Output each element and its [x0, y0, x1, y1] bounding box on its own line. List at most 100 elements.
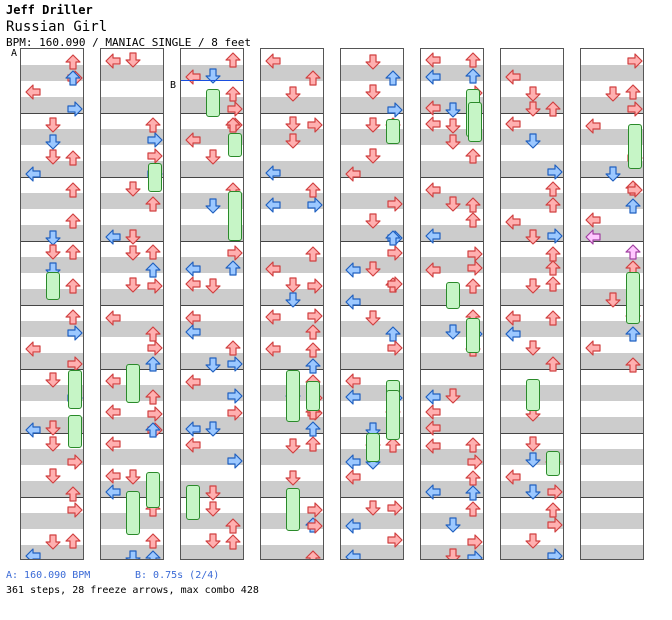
freeze-arrow: [126, 364, 140, 403]
chart-info: BPM: 160.090 / MANIAC SINGLE / 8 feet: [6, 36, 252, 49]
step-arrow-down-icon: [444, 133, 462, 151]
step-arrow-down-icon: [44, 116, 62, 134]
step-arrow-up-icon: [224, 51, 242, 69]
step-arrow-right-icon: [466, 549, 483, 559]
freeze-arrow: [466, 318, 480, 353]
step-arrow-up-icon: [64, 485, 82, 503]
step-arrow-up-icon: [304, 357, 322, 375]
step-arrow-down-icon: [284, 469, 302, 487]
step-arrow-left-icon: [184, 260, 202, 278]
step-arrow-left-icon: [184, 131, 202, 149]
step-arrow-down-icon: [44, 229, 62, 247]
step-arrow-up-icon: [64, 181, 82, 199]
step-arrow-right-icon: [146, 339, 163, 357]
step-arrow-left-icon: [264, 196, 282, 214]
step-arrow-down-icon: [524, 100, 542, 118]
chart-column-5: [340, 48, 404, 560]
freeze-arrow: [306, 381, 320, 411]
freeze-arrow: [68, 415, 82, 448]
measure-line: [421, 241, 483, 242]
step-arrow-right-icon: [66, 324, 83, 342]
step-arrow-left-icon: [344, 453, 362, 471]
step-arrow-left-icon: [184, 323, 202, 341]
step-arrow-left-icon: [424, 419, 442, 437]
step-arrow-right-icon: [386, 244, 403, 262]
step-arrow-up-icon: [64, 69, 82, 87]
step-arrow-left-icon: [264, 260, 282, 278]
step-arrow-up-icon: [64, 532, 82, 550]
step-arrow-up-icon: [544, 501, 562, 519]
chart-column-8: [580, 48, 644, 560]
step-arrow-up-icon: [144, 532, 162, 550]
step-arrow-down-icon: [524, 132, 542, 150]
step-arrow-right-icon: [466, 533, 483, 551]
freeze-arrow: [366, 433, 380, 462]
chart-column-4: [260, 48, 324, 560]
step-arrow-down-icon: [204, 67, 222, 85]
step-arrow-down-icon: [604, 291, 622, 309]
step-arrow-up-icon: [304, 245, 322, 263]
bpm-change-line: [181, 80, 243, 81]
step-arrow-right-icon: [546, 163, 563, 181]
step-arrow-left-icon: [424, 68, 442, 86]
step-arrow-up-icon: [544, 309, 562, 327]
step-arrow-down-icon: [124, 180, 142, 198]
step-arrow-left-icon: [504, 325, 522, 343]
step-arrow-up-icon: [144, 261, 162, 279]
step-arrow-down-icon: [284, 115, 302, 133]
chart-column-2: [100, 48, 164, 560]
step-arrow-up-icon: [384, 69, 402, 87]
measure-line: [421, 369, 483, 370]
step-arrow-up-icon: [144, 421, 162, 439]
measure-line: [341, 113, 403, 114]
measure-line: [581, 433, 643, 434]
step-arrow-down-icon: [364, 212, 382, 230]
step-arrow-left-icon: [584, 228, 602, 246]
step-arrow-down-icon: [44, 435, 62, 453]
step-arrow-down-icon: [204, 356, 222, 374]
step-arrow-down-icon: [44, 148, 62, 166]
step-arrow-down-icon: [524, 339, 542, 357]
step-arrow-right-icon: [546, 227, 563, 245]
marker-a: A: [11, 48, 18, 59]
step-arrow-down-icon: [604, 85, 622, 103]
step-arrow-up-icon: [384, 325, 402, 343]
step-arrow-left-icon: [344, 468, 362, 486]
step-arrow-down-icon: [284, 85, 302, 103]
step-arrow-right-icon: [386, 531, 403, 549]
step-arrow-down-icon: [524, 451, 542, 469]
step-arrow-up-icon: [304, 341, 322, 359]
step-arrow-down-icon: [124, 549, 142, 559]
freeze-arrow: [526, 379, 540, 411]
step-arrow-left-icon: [424, 51, 442, 69]
step-arrow-down-icon: [44, 133, 62, 151]
measure-line: [101, 305, 163, 306]
step-arrow-right-icon: [306, 116, 323, 134]
step-arrow-up-icon: [144, 116, 162, 134]
step-arrow-left-icon: [24, 165, 42, 183]
step-arrow-up-icon: [304, 323, 322, 341]
freeze-arrow: [228, 191, 242, 241]
measure-line: [501, 177, 563, 178]
step-arrow-left-icon: [184, 309, 202, 327]
step-arrow-down-icon: [124, 51, 142, 69]
measure-line: [261, 433, 323, 434]
step-arrow-up-icon: [224, 517, 242, 535]
step-arrow-right-icon: [146, 277, 163, 295]
step-arrow-up-icon: [224, 116, 242, 134]
measure-line: [341, 497, 403, 498]
step-arrow-left-icon: [344, 261, 362, 279]
measure-line: [501, 305, 563, 306]
step-arrow-up-icon: [384, 436, 402, 454]
step-arrow-right-icon: [146, 405, 163, 423]
step-arrow-left-icon: [504, 468, 522, 486]
step-stats: 361 steps, 28 freeze arrows, max combo 4…: [6, 585, 259, 596]
measure-line: [261, 369, 323, 370]
step-arrow-left-icon: [344, 388, 362, 406]
step-arrow-up-icon: [464, 196, 482, 214]
step-arrow-up-icon: [304, 420, 322, 438]
step-arrow-left-icon: [424, 437, 442, 455]
step-arrow-up-icon: [144, 388, 162, 406]
step-arrow-up-icon: [464, 211, 482, 229]
measure-line: [341, 305, 403, 306]
